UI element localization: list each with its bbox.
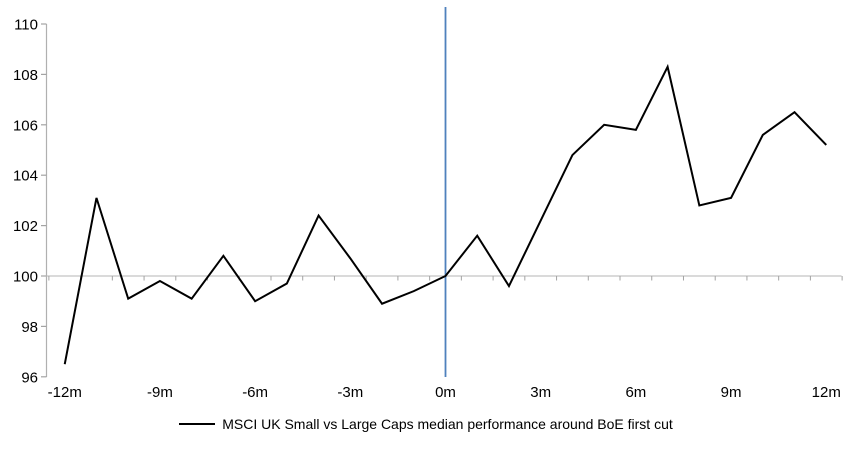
x-tick-label: 6m: [625, 384, 646, 401]
legend: MSCI UK Small vs Large Caps median perfo…: [0, 413, 852, 435]
x-tick-label: 3m: [530, 384, 551, 401]
x-tick-label: 0m: [435, 384, 456, 401]
x-tick-label: -3m: [337, 384, 363, 401]
x-tick-label: 12m: [812, 384, 841, 401]
y-tick-label: 108: [13, 67, 38, 84]
legend-line-sample: [179, 423, 216, 425]
x-tick-label: -6m: [242, 384, 268, 401]
y-tick-label: 98: [21, 319, 38, 336]
y-tick-label: 96: [21, 369, 38, 386]
y-tick-label: 100: [13, 269, 38, 286]
series-line: [63, 63, 827, 365]
y-tick-label: 104: [13, 168, 38, 185]
y-tick-label: 110: [14, 17, 38, 34]
x-tick-label: -12m: [48, 384, 82, 401]
y-tick-label: 106: [13, 117, 38, 134]
legend-label: MSCI UK Small vs Large Caps median perfo…: [222, 416, 673, 432]
y-tick-label: 102: [13, 218, 38, 235]
x-tick-label: 9m: [721, 384, 742, 401]
x-tick-label: -9m: [147, 384, 173, 401]
